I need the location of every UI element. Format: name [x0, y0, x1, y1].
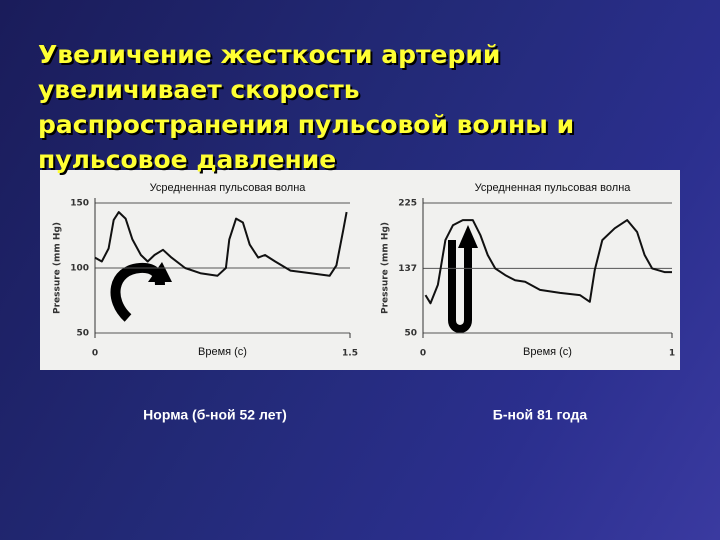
chart-title: Усредненная пульсовая волна	[475, 182, 632, 194]
arrow	[448, 240, 472, 333]
x-tick-label: 0	[420, 349, 426, 359]
x-tick-label: 0	[92, 349, 98, 359]
y-tick-label: 137	[398, 264, 417, 274]
x-tick-label: 1	[669, 349, 675, 359]
y-axis-label: Pressure (mm Hg)	[53, 222, 63, 314]
title-shadow: пульсовое давление	[40, 147, 338, 176]
pulse-line	[94, 211, 348, 277]
title-shadow: Увеличение жесткости артерий	[40, 42, 502, 71]
y-tick-label: 150	[70, 199, 89, 209]
x-axis-label: Время (с)	[198, 346, 247, 358]
arrow-head	[148, 262, 172, 282]
x-tick-label: 1.5	[342, 349, 358, 359]
pulse-line	[424, 219, 672, 305]
chart-title: Усредненная пульсовая волна	[150, 182, 307, 194]
x-axis-label: Время (с)	[523, 346, 572, 358]
y-axis-label: Pressure (mm Hg)	[381, 222, 391, 314]
y-tick-label: 50	[404, 329, 417, 339]
slide-title: Увеличение жесткости артерий	[38, 40, 500, 69]
y-tick-label: 225	[398, 199, 417, 209]
y-tick-label: 50	[76, 329, 89, 339]
arrow-head	[458, 225, 478, 248]
y-tick-label: 100	[70, 264, 89, 274]
slide-title: распространения пульсовой волны и	[38, 110, 574, 139]
slide-title: увеличивает скорость	[38, 75, 360, 104]
slide-title: пульсовое давление	[38, 145, 336, 174]
title-shadow: увеличивает скорость	[40, 77, 362, 106]
caption: Норма (б-ной 52 лет)	[143, 407, 287, 423]
caption: Б-ной 81 года	[493, 407, 588, 423]
title-shadow: распространения пульсовой волны и	[40, 112, 576, 141]
